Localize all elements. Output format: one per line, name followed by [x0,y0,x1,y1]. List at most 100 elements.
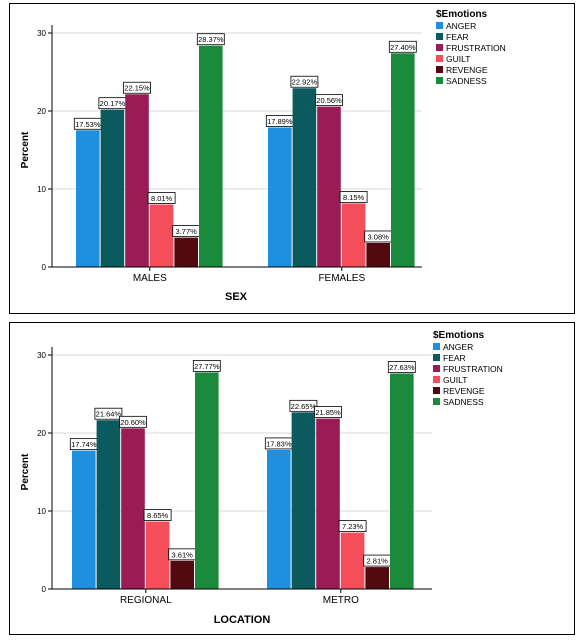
legend-item-frustration: FRUSTRATION [446,43,506,53]
bar-frustration-regional [121,428,145,589]
legend-swatch-fear [436,33,443,40]
y-tick-label: 30 [37,29,46,38]
bar-frustration-metro [316,418,340,589]
bar-revenge-males [174,237,198,267]
legend-swatch-sadness [433,398,440,405]
data-label-box [289,399,318,412]
data-label: 20.17% [100,99,126,108]
y-axis-title: Percent [20,453,31,490]
data-label: 3.08% [368,232,390,241]
data-label: 2.81% [367,557,389,566]
y-tick-label: 10 [37,185,46,194]
bar-guilt-females [341,203,366,267]
bar-frustration-males [125,94,149,267]
data-label-box [314,406,342,418]
data-label: 8.01% [151,194,173,203]
legend-swatch-fear [433,354,440,361]
data-label-box [119,415,147,428]
data-label-box [123,81,151,94]
data-label: 8.15% [343,193,365,202]
legend-swatch-sadness [436,77,443,84]
bar-anger-males [76,130,100,267]
legend-item-revenge: REVENGE [443,386,485,396]
legend-swatch-revenge [433,387,440,394]
legend-swatch-guilt [433,376,440,383]
y-tick-label: 0 [42,585,47,594]
data-label-box [196,33,225,46]
bar-chart-location: 0 10 20 30 17.74% 21.64%20.60% 8.65% 3.61% 27.77… [20,330,503,626]
x-axis-title: SEX [225,291,248,303]
data-label: 27.63% [389,363,415,372]
bar-sadness-females [391,53,415,267]
data-label: 3.61% [172,550,194,559]
bar-fear-regional [96,420,121,589]
y-tick-label: 20 [37,429,46,438]
bar-guilt-regional [145,521,170,589]
bar-anger-metro [267,449,291,589]
data-label: 20.56% [316,96,342,105]
data-label: 8.65% [147,511,169,520]
data-label-box [94,407,123,420]
legend-title: $Emotions [433,330,485,341]
chart-panel-sex: 0 10 20 30 17.53% 20.17% 22.15% 8.01% 3.77% 28.37… [9,3,575,314]
data-label: 17.83% [266,439,292,448]
x-axis-title: LOCATION [214,614,271,626]
data-label-box [387,361,416,373]
data-label-box [388,40,417,53]
bar-sadness-males [199,45,223,267]
data-label: 7.23% [342,522,364,531]
legend-swatch-anger [436,22,443,29]
bar-sadness-metro [390,373,414,589]
legend-item-anger: ANGER [446,21,476,31]
bar-fear-males [100,109,125,267]
data-label: 22.65% [291,402,317,411]
data-label-box [315,94,343,107]
data-label-box [192,359,221,372]
data-label: 20.60% [120,418,146,427]
bar-revenge-metro [365,567,389,589]
x-tick-label: METRO [323,595,359,606]
legend-swatch-anger [433,343,440,350]
x-tick-label: MALES [133,273,167,284]
bar-guilt-metro [340,532,365,589]
legend-item-guilt: GUILT [443,375,467,385]
legend-item-sadness: SADNESS [443,397,484,407]
y-tick-label: 30 [37,351,46,360]
bar-chart-sex: 0 10 20 30 17.53% 20.17% 22.15% 8.01% 3.77% 28.37… [20,9,506,303]
legend-swatch-frustration [433,365,440,372]
y-axis-title: Percent [20,131,31,168]
bar-revenge-regional [170,560,194,589]
legend-swatch-revenge [436,66,443,73]
data-label: 17.89% [267,117,293,126]
legend-item-anger: ANGER [443,342,473,352]
bar-frustration-females [317,106,341,267]
data-label-box [147,192,176,204]
bar-anger-regional [72,450,96,589]
bar-sadness-regional [195,372,219,589]
x-tick-label: REGIONAL [120,595,172,606]
legend-item-frustration: FRUSTRATION [443,364,503,374]
data-label-box [290,75,319,88]
x-tick-label: FEMALES [318,273,365,284]
data-label: 22.92% [292,78,318,87]
data-label: 3.77% [176,227,198,236]
data-label: 27.77% [194,362,220,371]
data-label: 28.37% [198,35,224,44]
legend-item-fear: FEAR [446,32,469,42]
chart-panel-location: 0 10 20 30 17.74% 21.64% 20.60% 8.65% 3.61% 27.77… [9,322,575,635]
bar-anger-females [268,127,292,267]
bar-guilt-males [149,204,174,267]
data-label: 21.64% [96,410,122,419]
legend-item-revenge: REVENGE [446,65,488,75]
data-label: 17.74% [71,440,97,449]
y-tick-label: 0 [42,263,47,272]
bar-fear-females [292,88,317,267]
legend-swatch-frustration [436,44,443,51]
y-tick-label: 20 [37,107,46,116]
data-label-box [338,520,367,533]
data-label: 22.15% [124,84,150,93]
legend-title: $Emotions [436,9,488,20]
data-label: 27.40% [390,43,416,52]
legend-item-fear: FEAR [443,353,466,363]
legend-item-sadness: SADNESS [446,76,487,86]
